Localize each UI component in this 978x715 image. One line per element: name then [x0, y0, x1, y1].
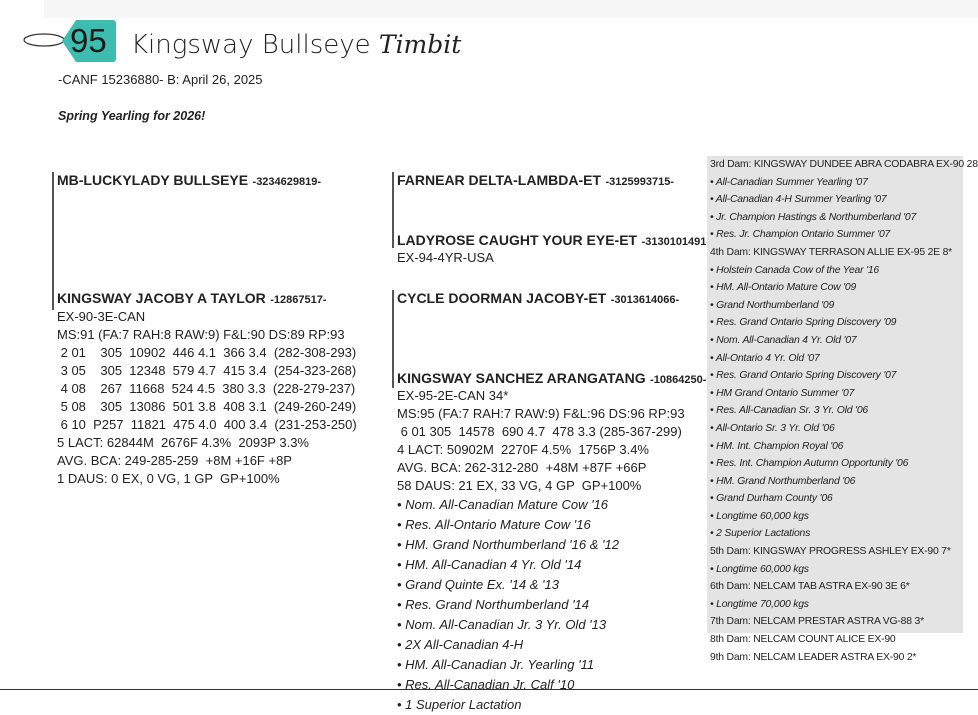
text-line: • Nom. All-Canadian Mature Cow '16	[397, 497, 609, 512]
family-award: • HM. Grand Northumberland '06	[710, 475, 856, 487]
family-award: • Grand Durham County '06	[710, 493, 833, 505]
text-line: 1 DAUS: 0 EX, 0 VG, 1 GP GP+100%	[57, 471, 280, 486]
text-line: • Res. Grand Northumberland '14	[397, 597, 590, 612]
family-award: • HM. Int. Champion Royal '06	[710, 440, 844, 452]
text-line: • Grand Quinte Ex. '14 & '13	[397, 577, 559, 592]
family-award: • Jr. Champion Hastings & Northumberland…	[710, 211, 917, 223]
sale-note: Spring Yearling for 2026!	[58, 109, 206, 123]
family-dam: 5th Dam: KINGSWAY PROGRESS ASHLEY EX-90 …	[710, 546, 951, 558]
text-line: 6 10 P257 11821 475 4.0 400 3.4 (231-253…	[57, 417, 357, 432]
dam-sire: CYCLE DOORMAN JACOBY-ET -3013614066-	[397, 290, 679, 308]
family-award: • All-Canadian Summer Yearling '07	[710, 176, 868, 188]
family-dam: 9th Dam: NELCAM LEADER ASTRA EX-90 2*	[710, 651, 917, 663]
family-dam: 7th Dam: NELCAM PRESTAR ASTRA VG-88 3*	[710, 616, 924, 628]
bottom-rule	[0, 689, 978, 690]
family-dam: 4th Dam: KINGSWAY TERRASON ALLIE EX-95 2…	[710, 246, 953, 258]
family-dam: 3rd Dam: KINGSWAY DUNDEE ABRA CODABRA EX…	[710, 159, 978, 170]
family-award: • All-Canadian 4-H Summer Yearling '07	[710, 194, 887, 206]
text-line: 5 08 305 13086 501 3.8 408 3.1 (249-260-…	[57, 399, 357, 414]
family-dam: 8th Dam: NELCAM COUNT ALICE EX-90	[710, 634, 896, 646]
text-line: EX-95-2E-CAN 34*	[397, 388, 509, 403]
pedigree-bracket	[52, 172, 54, 310]
family-award: • Longtime 60,000 kgs	[710, 510, 809, 522]
family-award: • All-Ontario 4 Yr. Old '07	[710, 352, 820, 364]
text-line: 3 05 305 12348 579 4.7 415 3.4 (254-323-…	[57, 363, 357, 378]
text-line: AVG. BCA: 262-312-280 +48M +87F +66P	[397, 460, 647, 475]
text-line: • Res. All-Ontario Mature Cow '16	[397, 517, 591, 532]
dam: KINGSWAY JACOBY A TAYLOR -12867517-	[57, 290, 326, 308]
dam-bracket	[392, 290, 394, 388]
dam-dam: KINGSWAY SANCHEZ ARANGATANG -10864250-	[397, 370, 706, 388]
animal-name: Kingsway Bullseye Timbit	[131, 30, 461, 60]
dam-dam-name: KINGSWAY SANCHEZ ARANGATANG	[397, 370, 646, 386]
top-band	[44, 0, 978, 18]
text-line: 58 DAUS: 21 EX, 33 VG, 4 GP GP+100%	[397, 478, 642, 493]
family-award: • Res. Jr. Champion Ontario Summer '07	[710, 229, 891, 241]
family-award: • Grand Northumberland '09	[710, 299, 835, 311]
registration-line: -CANF 15236880- B: April 26, 2025	[58, 72, 263, 87]
dam-sire-name: CYCLE DOORMAN JACOBY-ET	[397, 290, 607, 306]
sire-reg: -3234629819-	[252, 176, 322, 188]
text-line: MS:91 (FA:7 RAH:8 RAW:9) F&L:90 DS:89 RP…	[57, 327, 345, 342]
text-line: • 1 Superior Lactation	[397, 697, 522, 712]
text-line: • HM. Grand Northumberland '16 & '12	[397, 537, 619, 552]
sire-dam: LADYROSE CAUGHT YOUR EYE-ET -3130101491-	[397, 232, 710, 250]
text-line: • 2X All-Canadian 4-H	[397, 637, 524, 652]
dam-dam-reg: -10864250-	[650, 374, 707, 386]
family-award: • Res. Grand Ontario Spring Discovery '0…	[710, 370, 897, 382]
family-dam: 6th Dam: NELCAM TAB ASTRA EX-90 3E 6*	[710, 581, 910, 593]
dam-reg: -12867517-	[270, 294, 327, 306]
family-award: • Res. Int. Champion Autumn Opportunity …	[710, 458, 909, 470]
text-line: 5 LACT: 62844M 2676F 4.3% 2093P 3.3%	[57, 435, 309, 450]
family-award: • Holstein Canada Cow of the Year '16	[710, 264, 880, 276]
text-line: EX-90-3E-CAN	[57, 309, 146, 324]
sire-sire-name: FARNEAR DELTA-LAMBDA-ET	[397, 172, 602, 188]
text-line: 6 01 305 14578 690 4.7 478 3.3 (285-367-…	[397, 424, 682, 439]
dam-sire-reg: -3013614066-	[610, 294, 680, 306]
dam-records: EX-90-3E-CAN MS:91 (FA:7 RAH:8 RAW:9) F&L…	[57, 308, 357, 488]
sire-bracket	[392, 172, 394, 248]
family-award: • HM. All-Ontario Mature Cow '09	[710, 282, 857, 294]
family-award: • Res. Grand Ontario Spring Discovery '0…	[710, 317, 897, 329]
family-award: • All-Ontario Sr. 3 Yr. Old '06	[710, 422, 835, 434]
sire-sire: FARNEAR DELTA-LAMBDA-ET -3125993715-	[397, 172, 674, 190]
text-line: 4 LACT: 50902M 2270F 4.5% 1756P 3.4%	[397, 442, 649, 457]
text-line: • Res. All-Canadian Jr. Calf '10	[397, 677, 575, 692]
text-line: 4 08 267 11668 524 4.5 380 3.3 (228-279-…	[57, 381, 356, 396]
sire-dam-reg: -3130101491-	[641, 236, 711, 248]
family-award: • Longtime 70,000 kgs	[710, 598, 809, 610]
sire: MB-LUCKYLADY BULLSEYE -3234629819-	[57, 172, 321, 190]
family-award: • HM Grand Ontario Summer '07	[710, 387, 855, 399]
name-script: Timbit	[378, 30, 462, 59]
dam-dam-records: EX-95-2E-CAN 34* MS:95 (FA:7 RAH:7 RAW:9)…	[397, 387, 685, 495]
family-award: • 2 Superior Lactations	[710, 528, 811, 540]
sire-name: MB-LUCKYLADY BULLSEYE	[57, 172, 249, 188]
sire-dam-name: LADYROSE CAUGHT YOUR EYE-ET	[397, 232, 638, 248]
text-line: • HM. All-Canadian 4 Yr. Old '14	[397, 557, 582, 572]
sire-dam-class: EX-94-4YR-USA	[397, 250, 494, 265]
dam-name: KINGSWAY JACOBY A TAYLOR	[57, 290, 266, 306]
text-line: • Nom. All-Canadian Jr. 3 Yr. Old '13	[397, 617, 607, 632]
lot-number: 95	[70, 22, 107, 59]
family-award: • Nom. All-Canadian 4 Yr. Old '07	[710, 334, 857, 346]
text-line: AVG. BCA: 249-285-259 +8M +16F +8P	[57, 453, 292, 468]
dam-dam-awards: • Nom. All-Canadian Mature Cow '16 • Res.…	[397, 495, 619, 715]
text-line: • HM. All-Canadian Jr. Yearling '11	[397, 657, 595, 672]
family-award: • Res. All-Canadian Sr. 3 Yr. Old '06	[710, 405, 869, 417]
family-award: • Longtime 60,000 kgs	[710, 563, 809, 575]
text-line: MS:95 (FA:7 RAH:7 RAW:9) F&L:96 DS:96 RP…	[397, 406, 685, 421]
name-text: Kingsway Bullseye	[131, 30, 371, 60]
dam-family-box: 3rd Dam: KINGSWAY DUNDEE ABRA CODABRA EX…	[707, 156, 978, 663]
sire-sire-reg: -3125993715-	[605, 176, 674, 188]
text-line: 2 01 305 10902 446 4.1 366 3.4 (282-308-…	[57, 345, 357, 360]
